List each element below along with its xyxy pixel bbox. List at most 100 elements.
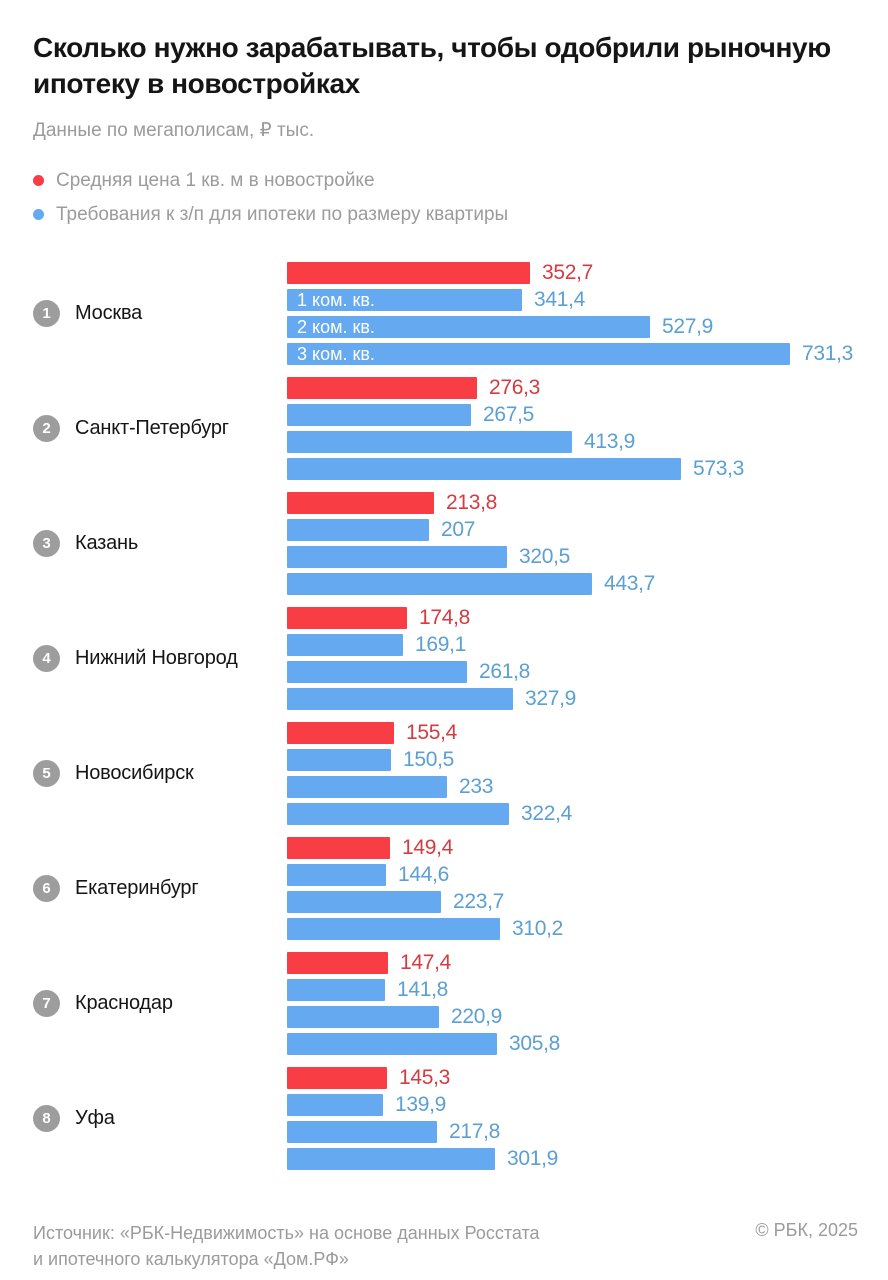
bar-row-red-g3-r0: 174,8 [287,605,860,629]
salary-value-label: 150,5 [403,747,455,771]
salary-value-label: 443,7 [604,571,656,595]
city-name: Екатеринбург [75,876,199,899]
bar-row-blue-g5-r3: 310,2 [287,916,860,940]
price-value-label: 276,3 [489,375,541,399]
bars-container: 147,4 141,8 220,9 305,8 [287,950,860,1055]
city-label-block: 2 Санкт-Петербург [33,414,287,442]
salary-value-label: 220,9 [451,1004,503,1028]
source-line-2: и ипотечного калькулятора «Дом.РФ» [33,1248,349,1269]
bar-row-blue-g3-r2: 261,8 [287,660,860,683]
salary-value-label: 310,2 [512,916,564,940]
price-bar [287,261,530,284]
price-bar [287,376,477,399]
rank-badge: 3 [33,529,60,557]
footer: Источник: «РБК-Недвижимость» на основе д… [33,1220,860,1272]
bar-row-blue-g0-r2: 2 ком. кв. 527,9 [287,314,860,338]
bar-row-blue-g7-r3: 301,9 [287,1146,860,1170]
price-value-label: 145,3 [399,1065,451,1089]
salary-bar: 3 ком. кв. [287,342,790,365]
legend: Средняя цена 1 кв. м в новостройке Требо… [33,158,860,226]
salary-value-label: 141,8 [397,977,449,1001]
bar-row-red-g1-r0: 276,3 [287,375,860,399]
salary-value-label: 207 [441,517,476,541]
salary-value-label: 223,7 [453,889,505,913]
bar-row-blue-g5-r2: 223,7 [287,889,860,913]
salary-bar [287,748,391,771]
bar-row-blue-g0-r3: 3 ком. кв. 731,3 [287,342,860,365]
bar-row-blue-g3-r3: 327,9 [287,687,860,710]
bar-row-red-g0-r0: 352,7 [287,261,860,284]
price-value-label: 147,4 [400,950,452,974]
city-group-Казань: 3 Казань 213,8 207 320,5 443,7 [33,491,860,595]
salary-value-label: 305,8 [509,1031,561,1055]
bars-container: 155,4 150,5 233 322,4 [287,721,860,825]
salary-value-label: 341,4 [534,287,586,311]
salary-bar [287,890,441,913]
city-label-block: 7 Краснодар [33,989,287,1017]
bar-row-blue-g0-r1: 1 ком. кв. 341,4 [287,287,860,311]
city-label-block: 5 Новосибирск [33,759,287,787]
city-group-Краснодар: 7 Краснодар 147,4 141,8 220,9 305,8 [33,950,860,1055]
salary-bar [287,1093,383,1116]
salary-bar [287,633,403,656]
city-label-block: 6 Екатеринбург [33,874,287,902]
bar-row-blue-g3-r1: 169,1 [287,633,860,656]
salary-bar [287,403,471,426]
salary-bar [287,802,509,825]
city-name: Казань [75,531,139,554]
salary-value-label: 301,9 [507,1146,559,1170]
salary-value-label: 144,6 [398,862,450,886]
salary-bar [287,917,500,940]
rank-badge: 2 [33,414,60,442]
bar-row-blue-g2-r1: 207 [287,517,860,541]
bar-chart: 1 Москва 352,7 1 ком. кв. 341,4 2 ком. кв. 527… [33,261,860,1182]
price-bar [287,951,388,974]
bar-row-blue-g1-r3: 573,3 [287,456,860,480]
chart-subtitle: Данные по мегаполисам, ₽ тыс. [33,119,315,141]
rank-badge: 7 [33,989,60,1017]
bar-row-blue-g2-r3: 443,7 [287,571,860,595]
bar-row-red-g5-r0: 149,4 [287,836,860,859]
bar-row-blue-g4-r1: 150,5 [287,747,860,771]
bar-row-blue-g6-r2: 220,9 [287,1004,860,1028]
salary-value-label: 527,9 [662,314,714,338]
bar-row-blue-g6-r3: 305,8 [287,1031,860,1055]
rank-badge: 4 [33,644,60,672]
price-bar [287,1066,387,1089]
salary-value-label: 573,3 [693,456,745,480]
city-name: Новосибирск [75,761,194,784]
price-bar [287,606,407,629]
legend-label-price: Средняя цена 1 кв. м в новостройке [56,169,375,191]
salary-value-label: 233 [459,774,494,798]
city-name: Москва [75,301,143,324]
bar-row-blue-g2-r2: 320,5 [287,545,860,568]
salary-bar [287,1005,439,1028]
price-value-label: 174,8 [419,605,471,629]
rank-badge: 8 [33,1104,60,1132]
apartment-size-label: 1 ком. кв. [297,289,375,310]
salary-bar [287,572,592,595]
bar-row-red-g6-r0: 147,4 [287,950,860,974]
bars-container: 352,7 1 ком. кв. 341,4 2 ком. кв. 527,9 3 ком… [287,261,860,365]
chart-title: Сколько нужно зарабатывать, чтобы одобри… [33,32,831,99]
bar-row-blue-g7-r1: 139,9 [287,1092,860,1116]
bar-row-blue-g4-r2: 233 [287,774,860,798]
city-label-block: 4 Нижний Новгород [33,644,287,672]
legend-item-salary: Требования к з/п для ипотеки по размеру … [33,204,860,226]
bar-row-blue-g1-r2: 413,9 [287,429,860,453]
city-group-Екатеринбург: 6 Екатеринбург 149,4 144,6 223,7 310,2 [33,836,860,940]
legend-label-salary: Требования к з/п для ипотеки по размеру … [56,203,509,225]
apartment-size-label: 2 ком. кв. [297,316,375,337]
bar-row-blue-g6-r1: 141,8 [287,977,860,1001]
bar-row-blue-g4-r3: 322,4 [287,802,860,825]
bars-container: 145,3 139,9 217,8 301,9 [287,1065,860,1170]
bars-container: 213,8 207 320,5 443,7 [287,491,860,595]
rank-badge: 6 [33,874,60,902]
city-group-Нижний Новгород: 4 Нижний Новгород 174,8 169,1 261,8 327,9 [33,605,860,710]
source-note: Источник: «РБК-Недвижимость» на основе д… [33,1220,540,1272]
salary-value-label: 413,9 [584,429,636,453]
salary-value-label: 139,9 [395,1092,447,1116]
salary-bar [287,430,572,453]
salary-bar [287,660,467,683]
